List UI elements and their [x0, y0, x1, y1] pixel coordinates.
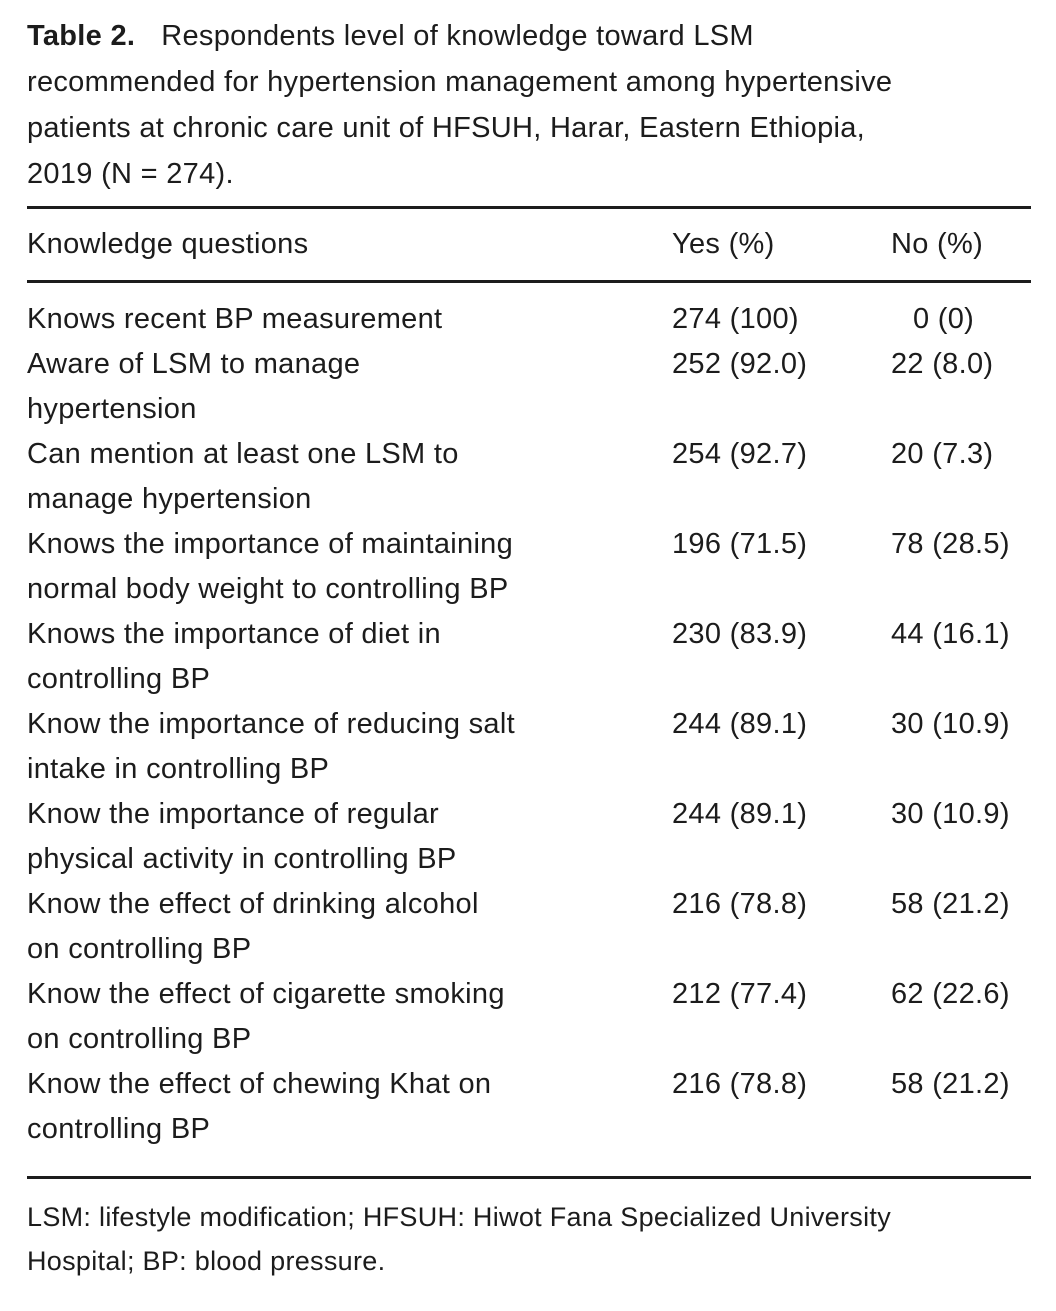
- cell-yes: 230 (83.9): [672, 618, 808, 650]
- cell-question: Knows recent BP measurement: [27, 303, 443, 335]
- cell-no: 30 (10.9): [891, 708, 1010, 740]
- cell-question: Know the importance of regular physical …: [27, 798, 457, 875]
- table-body: Knows recent BP measurement 274 (100) 0 (0…: [27, 282, 1031, 1179]
- cell-no: 78 (28.5): [891, 528, 1010, 560]
- knowledge-table: Knowledge questions Yes (%) No (%) Knows…: [27, 206, 1031, 1179]
- cell-question: Can mention at least one LSM to manage h…: [27, 438, 459, 515]
- table-caption: Table 2. Respondents level of knowledge t…: [27, 13, 1031, 197]
- cell-yes: 244 (89.1): [672, 798, 808, 830]
- table-row: Know the effect of chewing Khat on contr…: [27, 1062, 1031, 1179]
- cell-question: Knows the importance of maintaining norm…: [27, 528, 514, 605]
- col-header-yes: Yes (%): [672, 206, 891, 283]
- cell-yes: 252 (92.0): [672, 348, 808, 380]
- cell-question: Know the effect of drinking alcohol on c…: [27, 888, 479, 965]
- table-footnote: LSM: lifestyle modification; HFSUH: Hiwo…: [27, 1202, 891, 1276]
- cell-no: 30 (10.9): [891, 798, 1010, 830]
- cell-no: 22 (8.0): [891, 348, 994, 380]
- cell-question: Know the effect of cigarette smoking on …: [27, 978, 505, 1055]
- caption-text: Respondents level of knowledge toward LS…: [27, 20, 893, 190]
- table-row: Can mention at least one LSM to manage h…: [27, 432, 1031, 522]
- col-header-question: Knowledge questions: [27, 206, 672, 283]
- cell-yes: 254 (92.7): [672, 438, 808, 470]
- cell-yes: 196 (71.5): [672, 528, 808, 560]
- table-row: Knows the importance of maintaining norm…: [27, 522, 1031, 612]
- cell-no: 20 (7.3): [891, 438, 994, 470]
- cell-yes: 216 (78.8): [672, 888, 808, 920]
- page: Table 2. Respondents level of knowledge t…: [27, 13, 1031, 1276]
- cell-yes: 212 (77.4): [672, 978, 808, 1010]
- cell-question: Aware of LSM to manage hypertension: [27, 348, 361, 425]
- caption-label: Table 2.: [27, 20, 136, 52]
- cell-question: Knows the importance of diet in controll…: [27, 618, 441, 695]
- cell-no: 0 (0): [913, 303, 975, 335]
- cell-question: Know the importance of reducing salt int…: [27, 708, 515, 785]
- table-row: Know the importance of regular physical …: [27, 792, 1031, 882]
- table-row: Know the importance of reducing salt int…: [27, 702, 1031, 792]
- cell-no: 44 (16.1): [891, 618, 1010, 650]
- table-row: Know the effect of drinking alcohol on c…: [27, 882, 1031, 972]
- cell-yes: 244 (89.1): [672, 708, 808, 740]
- cell-yes: 274 (100): [672, 303, 799, 335]
- table-row: Know the effect of cigarette smoking on …: [27, 972, 1031, 1062]
- cell-no: 62 (22.6): [891, 978, 1010, 1010]
- cell-no: 58 (21.2): [891, 1062, 1031, 1179]
- table-row: Knows the importance of diet in controll…: [27, 612, 1031, 702]
- table-header-row: Knowledge questions Yes (%) No (%): [27, 206, 1031, 283]
- cell-question: Know the effect of chewing Khat on contr…: [27, 1062, 672, 1179]
- table-row: Knows recent BP measurement 274 (100) 0 (0…: [27, 282, 1031, 343]
- table-row: Aware of LSM to manage hypertension 252 (…: [27, 342, 1031, 432]
- cell-yes: 216 (78.8): [672, 1062, 891, 1179]
- cell-no: 58 (21.2): [891, 888, 1010, 920]
- col-header-no: No (%): [891, 206, 1031, 283]
